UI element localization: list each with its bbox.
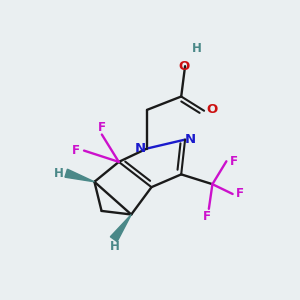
Text: N: N (185, 133, 196, 146)
Text: O: O (206, 103, 217, 116)
Text: F: F (98, 121, 106, 134)
Text: H: H (192, 42, 202, 55)
Text: N: N (135, 142, 146, 155)
Text: F: F (236, 188, 244, 200)
Text: H: H (54, 167, 64, 180)
Text: F: F (203, 210, 211, 223)
Text: H: H (110, 240, 120, 253)
Polygon shape (65, 169, 94, 182)
Text: F: F (230, 155, 238, 168)
Text: F: F (72, 144, 80, 157)
Text: O: O (178, 60, 189, 73)
Polygon shape (110, 214, 131, 242)
